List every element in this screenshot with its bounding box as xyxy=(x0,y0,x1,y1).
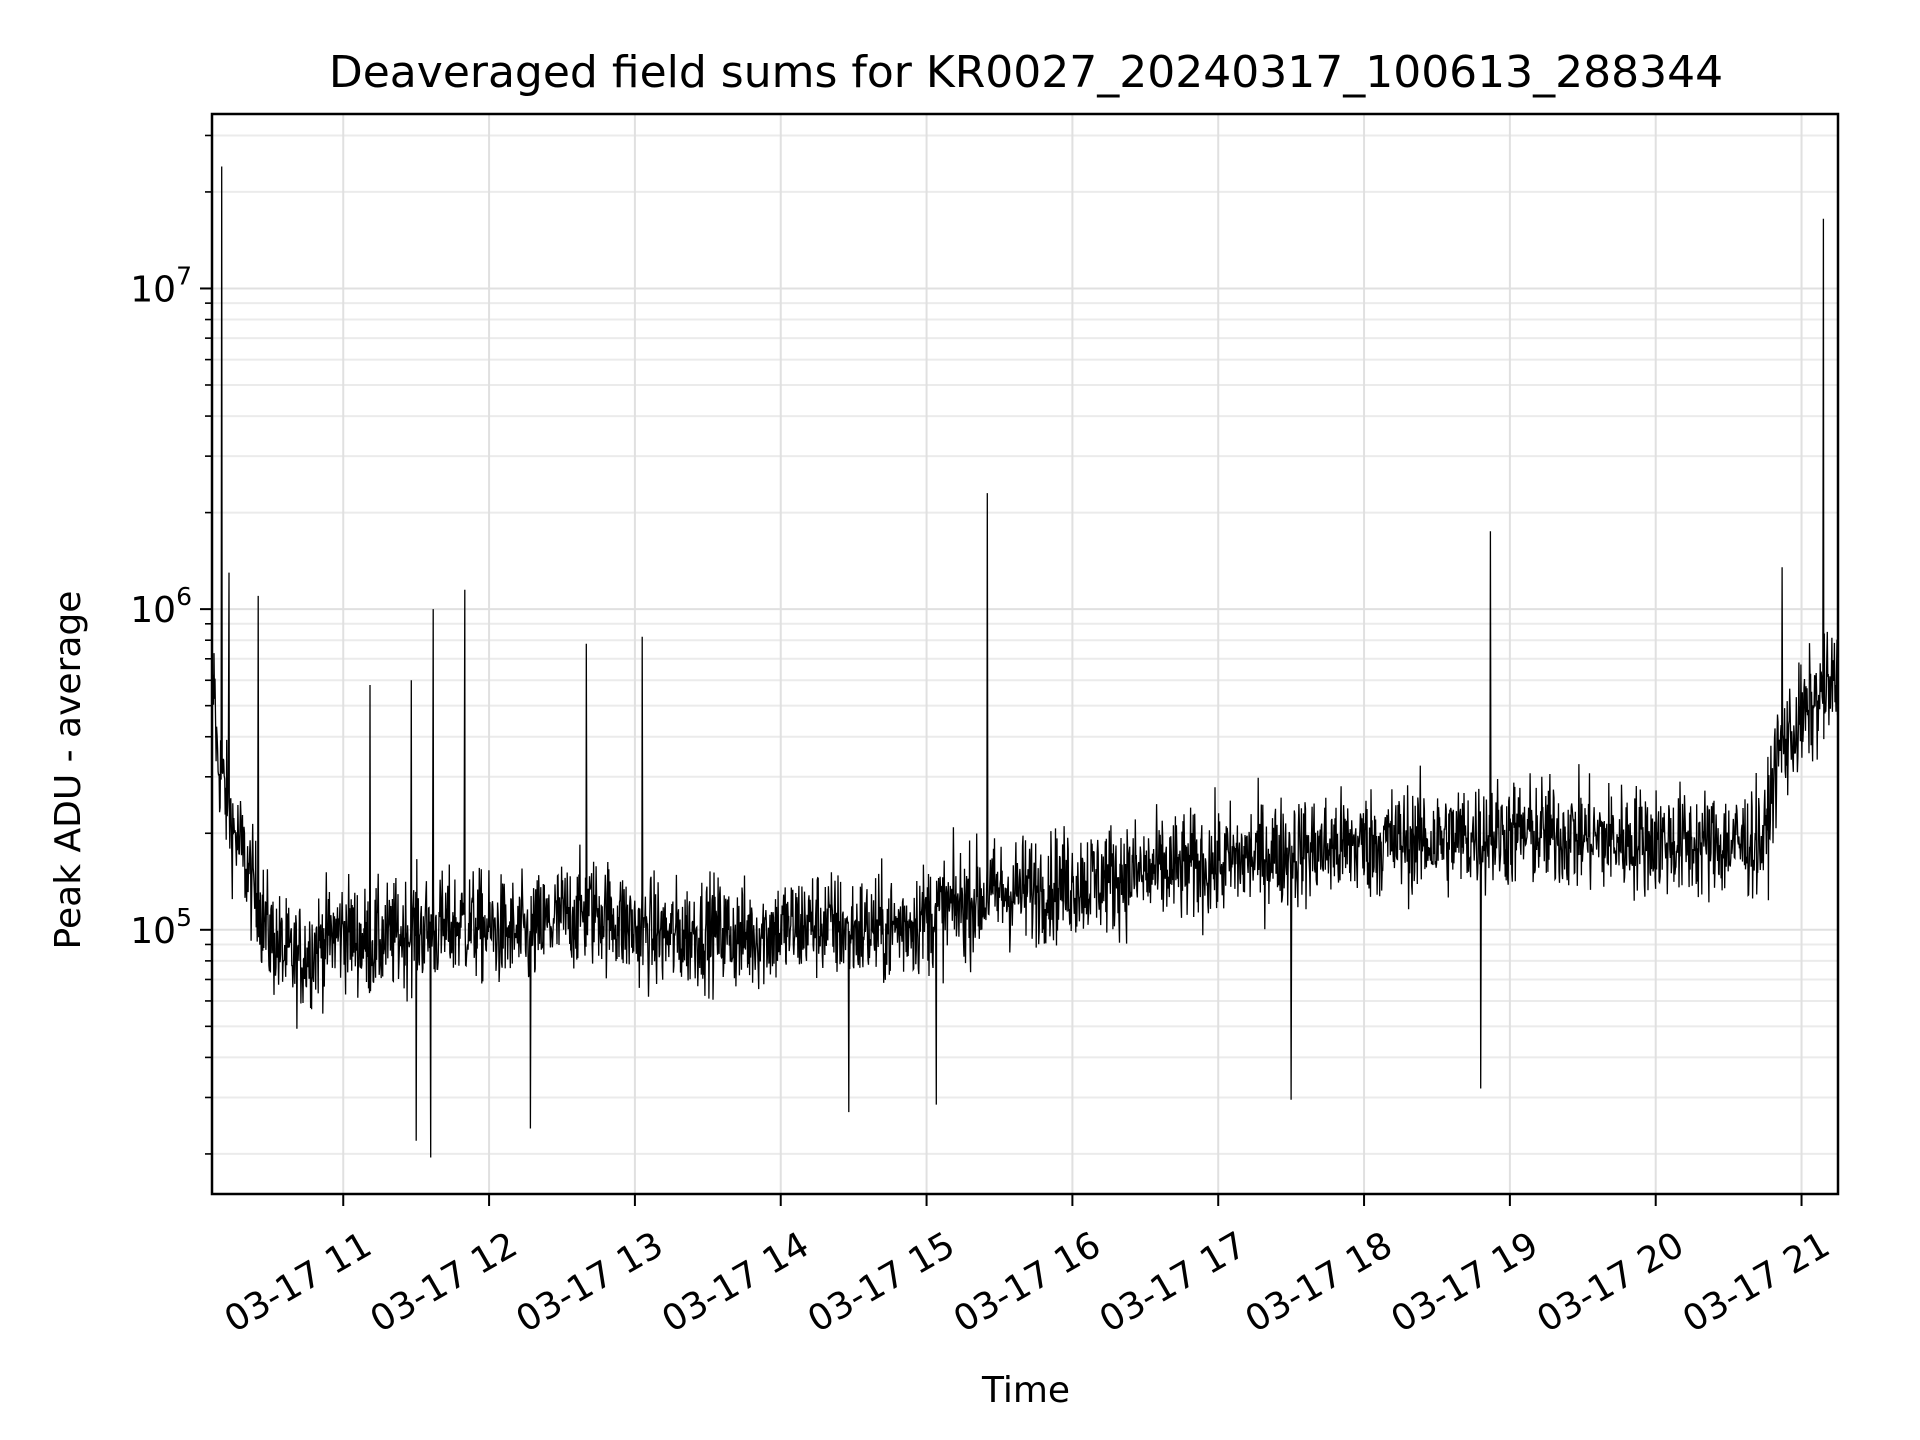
series-line xyxy=(211,166,1839,1158)
y-tick-label: 106 xyxy=(130,582,192,631)
axes-frame xyxy=(210,112,1840,1196)
y-tick-label: 107 xyxy=(130,261,192,310)
chart-title: Deaveraged field sums for KR0027_2024031… xyxy=(329,47,1723,98)
x-axis-label: Time xyxy=(981,1370,1070,1411)
y-tick-label: 105 xyxy=(130,903,192,952)
y-axis-label: Peak ADU - average xyxy=(48,591,89,950)
